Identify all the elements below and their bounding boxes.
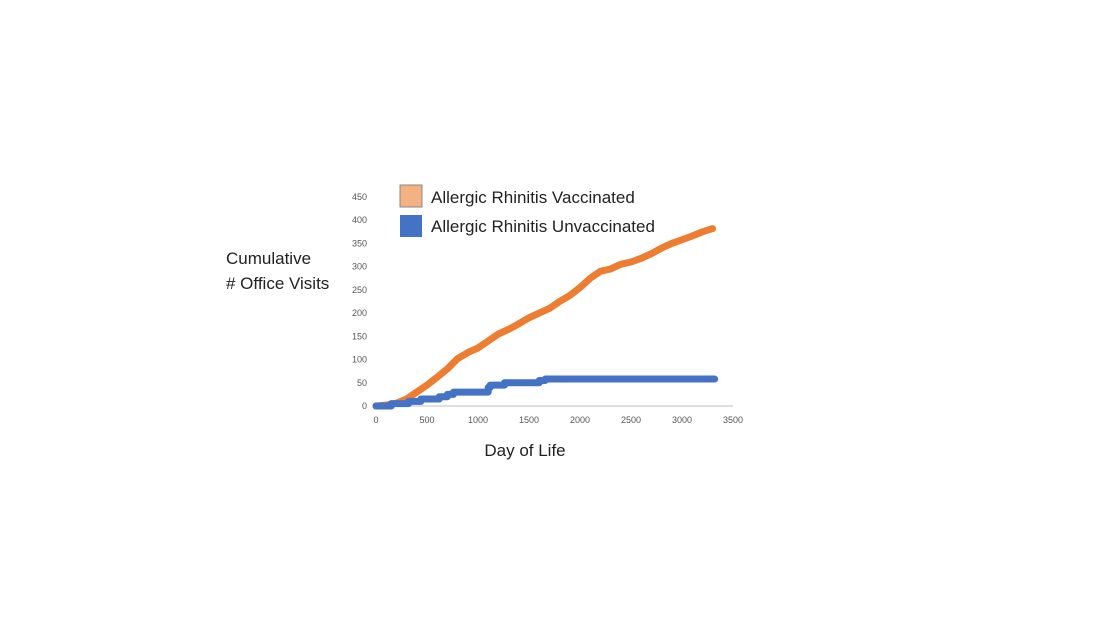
- x-tick-label: 500: [419, 415, 434, 425]
- y-tick-label: 150: [352, 331, 367, 341]
- x-tick-label: 3500: [723, 415, 743, 425]
- y-axis-label-line-2: # Office Visits: [226, 274, 329, 293]
- y-tick-label: 50: [357, 378, 367, 388]
- y-tick-label: 450: [352, 192, 367, 202]
- series-group: [372, 225, 719, 410]
- legend: Allergic Rhinitis Vaccinated Allergic Rh…: [399, 184, 655, 237]
- y-tick-label: 400: [352, 215, 367, 225]
- y-tick-label: 0: [362, 401, 367, 411]
- x-tick-label: 0: [373, 415, 378, 425]
- x-tick-label: 1000: [468, 415, 488, 425]
- ticks: 0 500 1000 1500 2000 2500 3000 3500 0 50 100 150 200…: [352, 192, 743, 425]
- x-tick-label: 2000: [570, 415, 590, 425]
- x-tick-label: 2500: [621, 415, 641, 425]
- series-line-unvaccinated: [372, 375, 719, 410]
- y-tick-label: 350: [352, 238, 367, 248]
- x-axis-label: Day of Life: [484, 441, 565, 460]
- legend-swatch-vaccinated: [399, 184, 423, 208]
- y-tick-label: 100: [352, 355, 367, 365]
- x-tick-label: 1500: [519, 415, 539, 425]
- legend-label-unvaccinated: Allergic Rhinitis Unvaccinated: [431, 217, 655, 236]
- series-line-vaccinated: [372, 225, 717, 410]
- y-tick-label: 300: [352, 262, 367, 272]
- legend-swatch-unvaccinated: [400, 215, 422, 237]
- x-tick-label: 3000: [672, 415, 692, 425]
- y-axis-label-line-1: Cumulative: [226, 249, 311, 268]
- y-tick-label: 200: [352, 308, 367, 318]
- legend-label-vaccinated: Allergic Rhinitis Vaccinated: [431, 188, 635, 207]
- y-tick-label: 250: [352, 285, 367, 295]
